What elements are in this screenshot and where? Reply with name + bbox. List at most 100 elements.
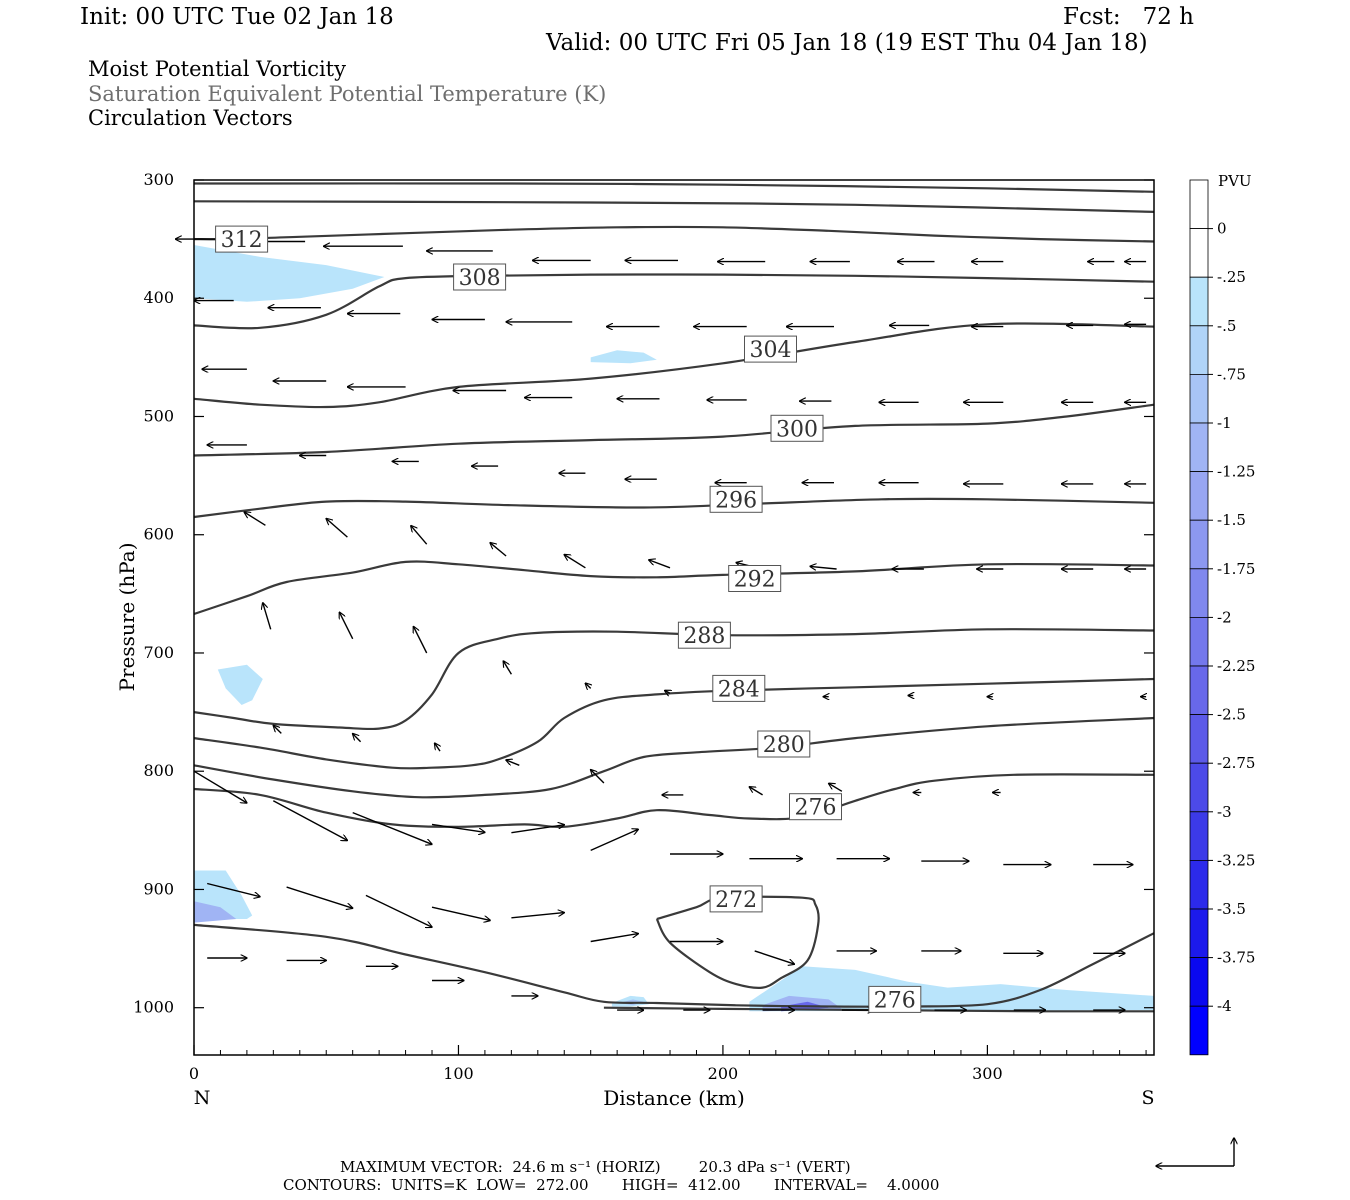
mpv-area-1	[194, 245, 385, 302]
vector-arrow-62	[340, 612, 354, 640]
colorbar-swatch-4	[1189, 373, 1209, 424]
reference-vector	[1156, 1138, 1234, 1166]
colorbar-label-11: -2.75	[1217, 754, 1255, 772]
vector-arrow-82	[272, 800, 347, 841]
vector-arrow-73	[435, 743, 440, 752]
y-tick-label-600: 600	[143, 525, 174, 544]
contour-label-box-272	[709, 885, 763, 913]
vector-arrow-74	[506, 760, 520, 766]
colorbar-swatch-12	[1189, 762, 1209, 813]
contour-line-unlabeled-13	[193, 200, 1155, 213]
colorbar-label-13: -3.25	[1217, 851, 1255, 869]
colorbar-swatch-7	[1189, 519, 1209, 570]
colorbar-label-12: -3	[1217, 803, 1232, 821]
y-tick-label-800: 800	[143, 761, 174, 780]
vector-arrow-81	[193, 770, 247, 803]
contour-label-288: 288	[683, 624, 725, 649]
contour-label-276: 276	[874, 988, 916, 1013]
y-tick-label-700: 700	[143, 643, 174, 662]
vector-arrow-95	[365, 894, 432, 927]
contour-label-272: 272	[715, 888, 757, 913]
contour-label-box-284	[712, 674, 766, 702]
vector-arrow-78	[829, 783, 843, 792]
contour-line-312	[193, 225, 1155, 243]
contour-line-308	[193, 273, 1155, 330]
circulation-vectors	[176, 239, 1147, 1010]
colorbar-label-9: -2.25	[1217, 657, 1255, 675]
mpv-area-2	[590, 350, 657, 364]
vector-arrow-65	[585, 683, 590, 688]
forecast-hour: Fcst: 72 h	[1063, 4, 1194, 30]
colorbar-label-3: -.75	[1217, 365, 1246, 383]
colorbar-swatch-9	[1189, 617, 1209, 667]
contour-label-300: 300	[776, 417, 818, 442]
colorbar-label-5: -1.25	[1217, 463, 1255, 481]
colorbar-swatch-11	[1189, 714, 1209, 764]
contour-labels: 312 308 304 300 296 292 288 284 280 276 272 276	[215, 225, 922, 1013]
axes: 0 100 200 300 300 400 500 600 700 800 900 1000	[133, 170, 1154, 1083]
contour-label-box-292	[728, 565, 782, 592]
colorbar-label-7: -1.75	[1217, 560, 1255, 578]
x-left-end-label: N	[194, 1087, 211, 1109]
colorbar-label-0: 0	[1217, 220, 1227, 238]
colorbar-swatch-10	[1189, 665, 1209, 715]
contour-label-284: 284	[718, 677, 760, 702]
vector-arrow-77	[749, 787, 763, 796]
vector-arrow-49	[244, 512, 266, 526]
contour-label-280: 280	[763, 733, 805, 758]
colorbar-swatch-2	[1189, 276, 1209, 327]
contour-label-box-300	[770, 414, 824, 442]
y-tick-label-400: 400	[143, 288, 174, 307]
contour-label-box-304	[744, 335, 797, 363]
mpv-area-5	[194, 901, 237, 923]
contour-line-288	[193, 628, 1155, 731]
contour-line-300	[193, 403, 1155, 457]
max-vector-text: MAXIMUM VECTOR: 24.6 m s⁻¹ (HORIZ) 20.3 …	[340, 1158, 851, 1176]
contour-info-text: CONTOURS: UNITS=K LOW= 272.00 HIGH= 412.…	[283, 1176, 939, 1194]
vector-arrow-100	[754, 950, 795, 964]
contour-label-296: 296	[715, 488, 757, 513]
vector-arrow-52	[490, 543, 507, 557]
vector-arrow-66	[665, 691, 670, 694]
contour-line-276	[193, 773, 1155, 829]
vector-arrow-50	[326, 519, 348, 538]
x-tick-label-100: 100	[443, 1064, 474, 1083]
vector-arrow-54	[649, 560, 671, 569]
colorbar-swatch-15	[1189, 908, 1209, 958]
contour-label-304: 304	[750, 338, 792, 363]
contour-label-292: 292	[734, 568, 776, 593]
contour-label-312: 312	[221, 228, 263, 253]
vector-arrow-72	[353, 734, 362, 743]
colorbar-swatch-16	[1189, 957, 1209, 1007]
colorbar-swatch-6	[1189, 471, 1209, 521]
colorbar-swatch-0	[1189, 179, 1209, 229]
contour-label-box-276	[868, 985, 922, 1013]
field-label-theta-es: Saturation Equivalent Potential Temperat…	[88, 82, 607, 106]
contour-label-box-312	[215, 225, 269, 253]
pv-colorbar: 0 -.25 -.5 -.75 -1 -1.25 -1.5 -1.75 -2 -2.25 -2.5 -…	[1189, 179, 1255, 1056]
vector-arrow-75	[591, 770, 605, 784]
colorbar-swatch-13	[1189, 811, 1209, 861]
vector-arrow-61	[263, 603, 272, 630]
contour-line-304	[193, 322, 1155, 409]
contour-line-296	[193, 497, 1155, 519]
theta-es-contours	[193, 182, 1155, 1013]
colorbar-label-6: -1.5	[1217, 511, 1246, 529]
mpv-shading	[194, 245, 1154, 1012]
contour-label-box-276	[789, 793, 842, 821]
vector-arrow-93	[207, 882, 260, 897]
vector-arrow-63	[414, 627, 428, 654]
x-tick-label-300: 300	[972, 1064, 1003, 1083]
contour-line-280	[193, 716, 1155, 799]
vector-arrow-53	[564, 555, 586, 569]
vector-arrow-96	[431, 906, 490, 920]
colorbar-swatch-8	[1189, 568, 1209, 618]
y-tick-label-300: 300	[143, 170, 174, 189]
y-axis-label: Pressure (hPa)	[115, 543, 139, 692]
colorbar-unit: PVU	[1218, 172, 1252, 190]
vector-arrow-64	[503, 661, 512, 675]
colorbar-label-2: -.5	[1217, 317, 1236, 335]
init-time: Init: 00 UTC Tue 02 Jan 18	[80, 4, 394, 30]
contour-line-276	[193, 923, 1155, 1008]
